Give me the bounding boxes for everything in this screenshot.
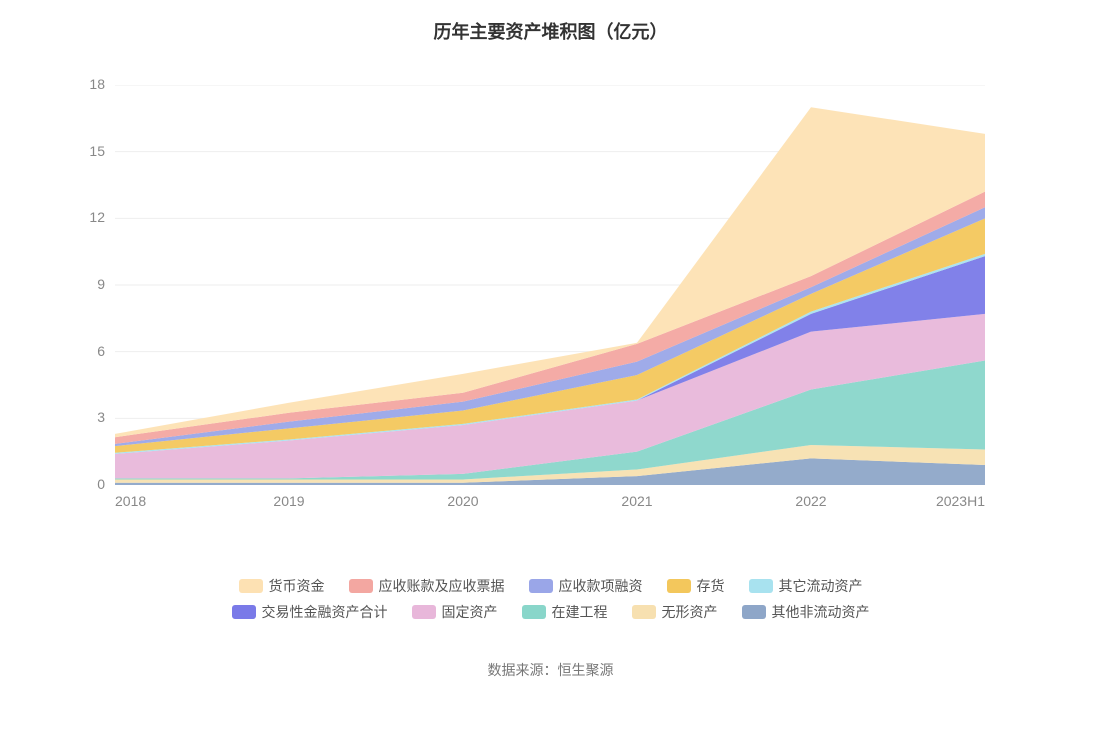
chart-svg <box>115 85 985 485</box>
data-source: 数据来源：恒生聚源 <box>0 660 1101 680</box>
legend-label: 货币资金 <box>269 576 325 596</box>
legend-swatch <box>232 605 256 619</box>
legend-row: 货币资金 应收账款及应收票据 应收款项融资 存货 其它流动资产 <box>0 576 1101 596</box>
legend-swatch <box>749 579 773 593</box>
legend-item[interactable]: 应收款项融资 <box>529 576 643 596</box>
y-tick-label: 12 <box>65 209 105 225</box>
legend-swatch <box>529 579 553 593</box>
legend-swatch <box>522 605 546 619</box>
plot-area <box>115 85 985 485</box>
chart-container: 历年主要资产堆积图（亿元） 0 3 6 9 12 15 18 2018 2019 2020 202… <box>0 0 1101 733</box>
legend-label: 在建工程 <box>552 602 608 622</box>
legend-swatch <box>667 579 691 593</box>
chart-title: 历年主要资产堆积图（亿元） <box>0 0 1101 44</box>
y-tick-label: 0 <box>65 476 105 492</box>
legend-label: 其他非流动资产 <box>772 602 870 622</box>
x-tick-label: 2019 <box>249 493 329 509</box>
y-tick-label: 18 <box>65 76 105 92</box>
x-tick-label: 2022 <box>771 493 851 509</box>
legend-item[interactable]: 货币资金 <box>239 576 325 596</box>
legend-item[interactable]: 交易性金融资产合计 <box>232 602 388 622</box>
legend-label: 应收账款及应收票据 <box>379 576 505 596</box>
legend-item[interactable]: 应收账款及应收票据 <box>349 576 505 596</box>
y-tick-label: 15 <box>65 143 105 159</box>
legend-swatch <box>412 605 436 619</box>
legend-item[interactable]: 无形资产 <box>632 602 718 622</box>
legend-item[interactable]: 固定资产 <box>412 602 498 622</box>
legend-item[interactable]: 其他非流动资产 <box>742 602 870 622</box>
legend-item[interactable]: 其它流动资产 <box>749 576 863 596</box>
legend-label: 应收款项融资 <box>559 576 643 596</box>
legend-item[interactable]: 存货 <box>667 576 725 596</box>
y-tick-label: 6 <box>65 343 105 359</box>
legend-label: 交易性金融资产合计 <box>262 602 388 622</box>
legend-label: 其它流动资产 <box>779 576 863 596</box>
legend-item[interactable]: 在建工程 <box>522 602 608 622</box>
y-tick-label: 9 <box>65 276 105 292</box>
legend-swatch <box>349 579 373 593</box>
legend-row: 交易性金融资产合计 固定资产 在建工程 无形资产 其他非流动资产 <box>0 602 1101 622</box>
legend: 货币资金 应收账款及应收票据 应收款项融资 存货 其它流动资产交易性金融资产合计 固定资产… <box>0 570 1101 628</box>
legend-label: 固定资产 <box>442 602 498 622</box>
legend-swatch <box>742 605 766 619</box>
legend-label: 存货 <box>697 576 725 596</box>
legend-swatch <box>632 605 656 619</box>
y-tick-label: 3 <box>65 409 105 425</box>
x-tick-label: 2023H1 <box>905 493 985 509</box>
legend-swatch <box>239 579 263 593</box>
legend-label: 无形资产 <box>662 602 718 622</box>
x-tick-label: 2018 <box>115 493 195 509</box>
x-tick-label: 2021 <box>597 493 677 509</box>
x-tick-label: 2020 <box>423 493 503 509</box>
